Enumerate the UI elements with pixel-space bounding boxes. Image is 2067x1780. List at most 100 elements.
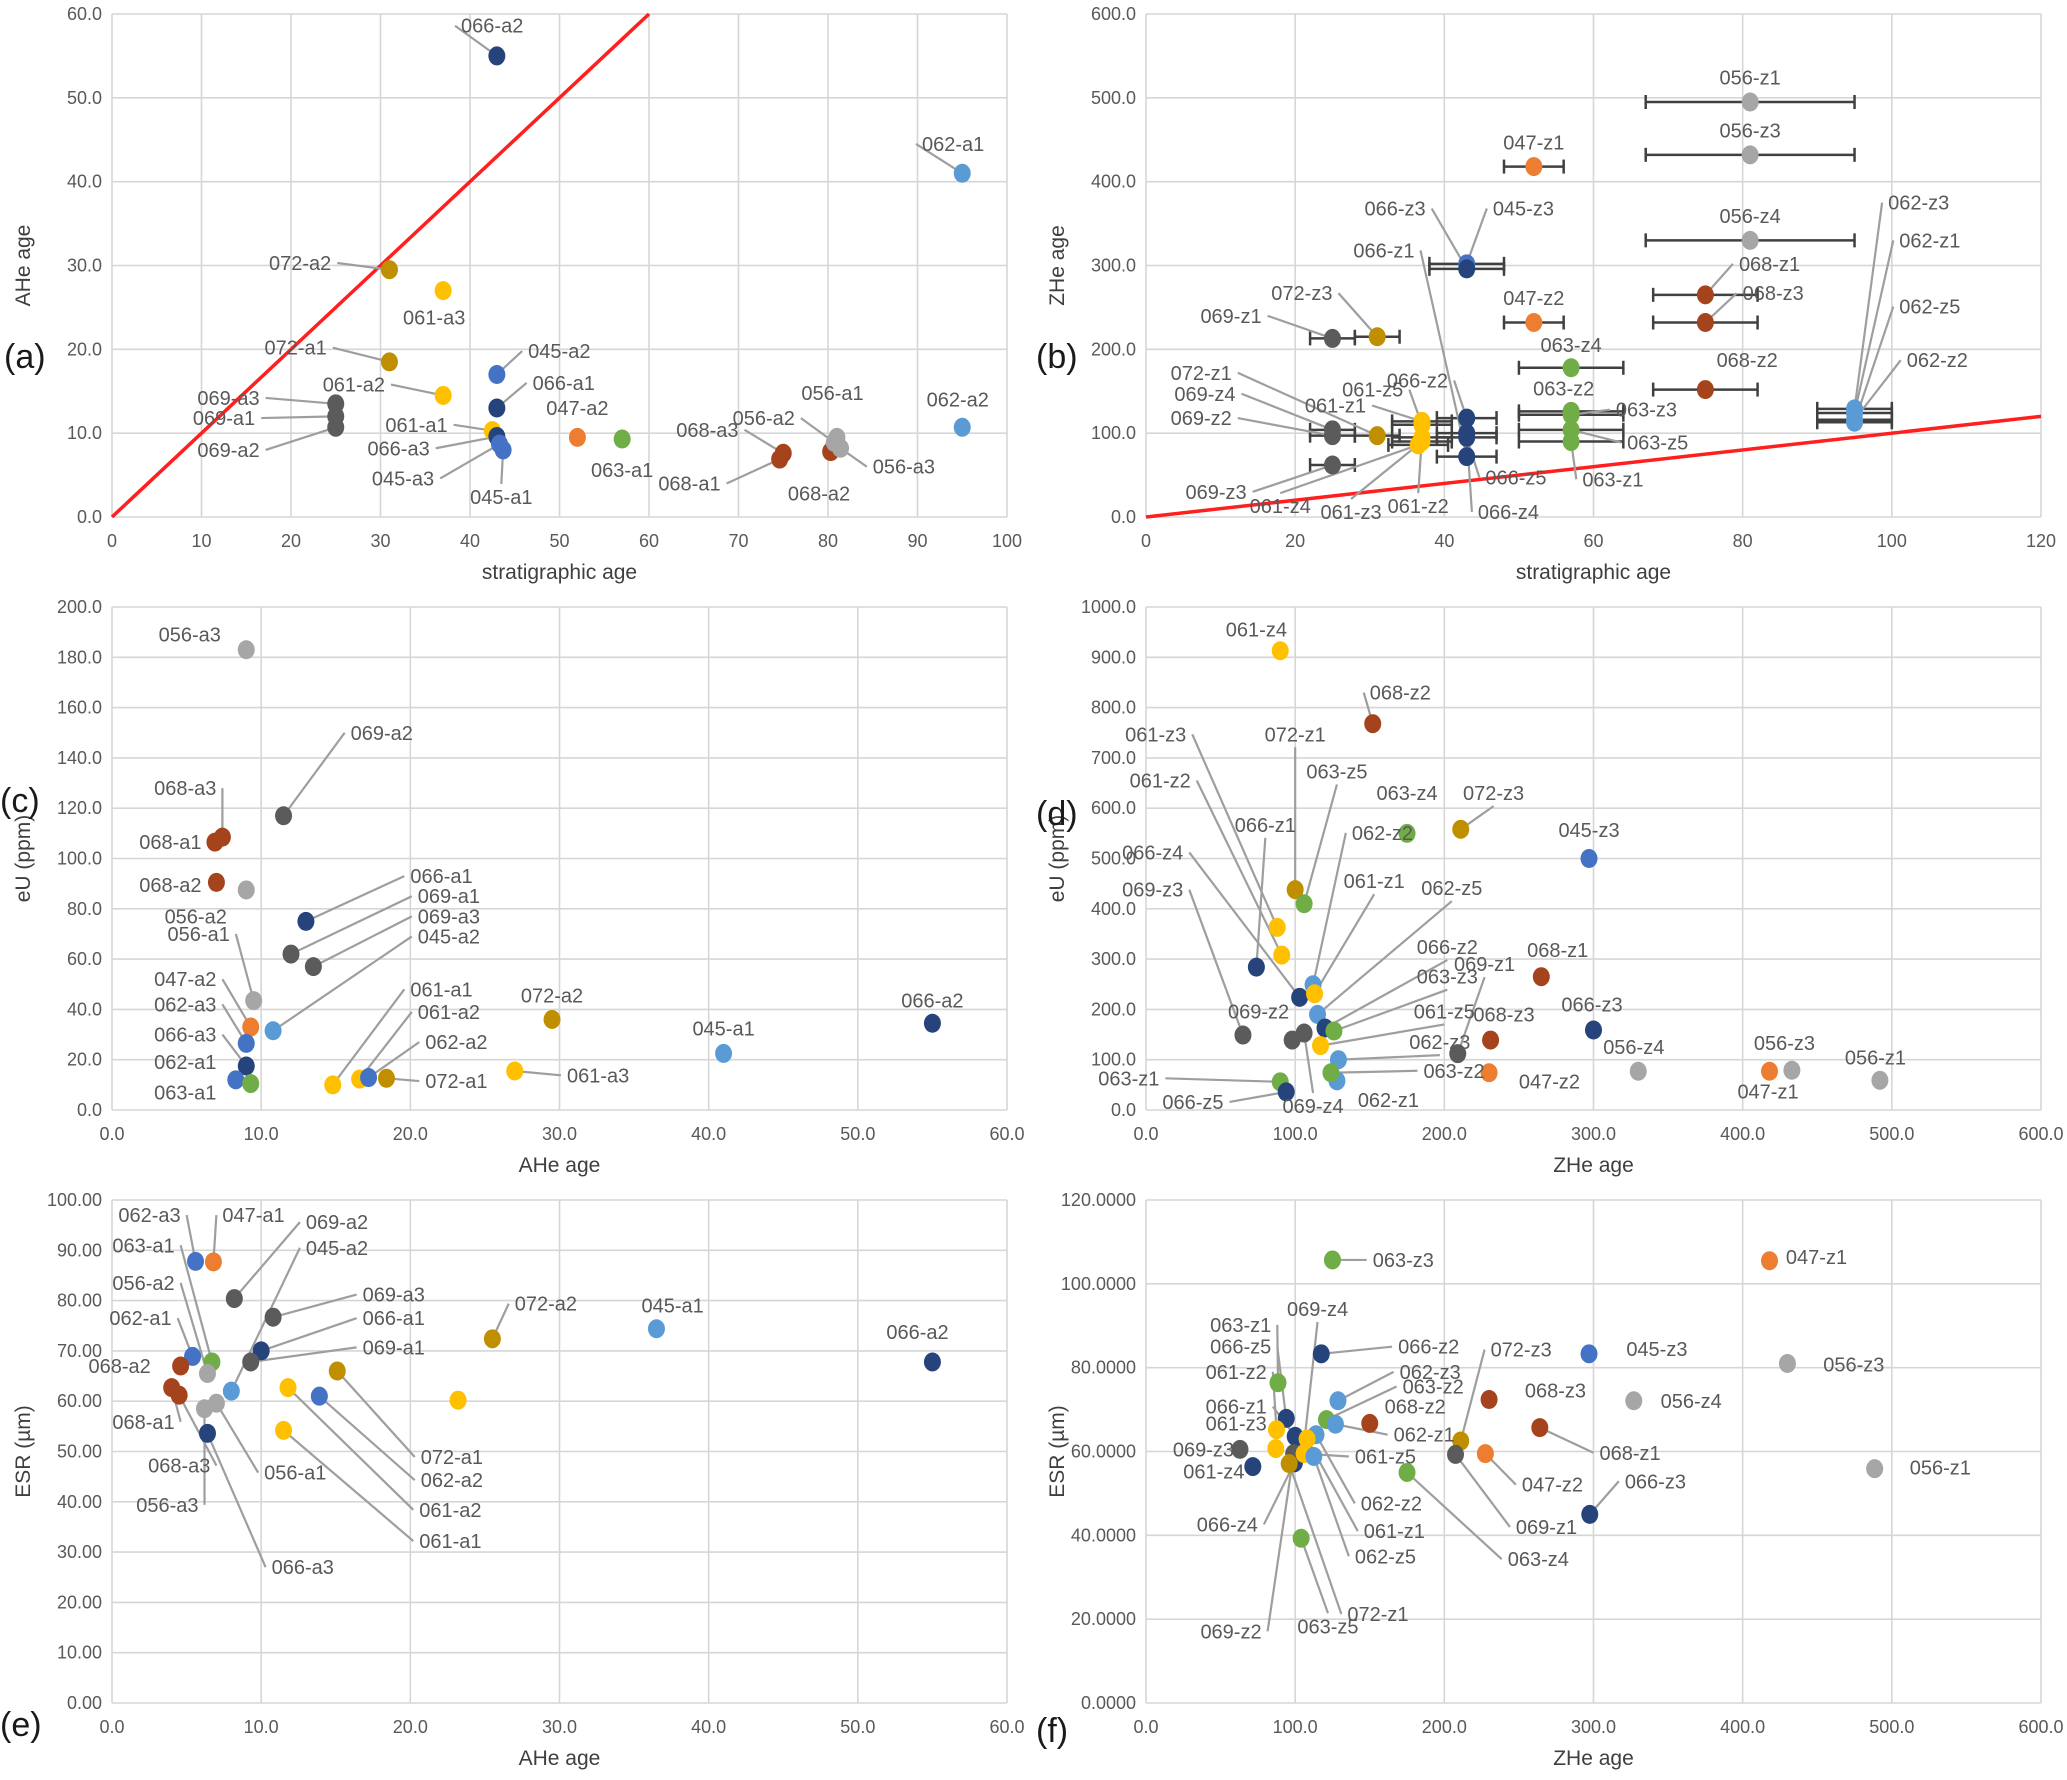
point-label: 056-a2 [165,906,227,928]
chart-svg: 0.0 100.0 200.0 300.0 400.0 500.0 600.0 0.0000 2… [1046,1190,2064,1770]
leader-line [312,915,413,968]
point-label: 072-z1 [1171,363,1232,385]
data-point [1741,230,1759,250]
point-label: 056-z1 [1910,1457,1971,1479]
leader-line [1419,250,1468,457]
data-point [1458,259,1476,279]
data-point [1761,1251,1779,1271]
data-point [1312,1344,1330,1364]
tick-label: 500.0 [1869,1717,1914,1737]
point-label: 056-z4 [1603,1037,1664,1059]
leader-line [1371,404,1423,423]
tick-label: 40.00 [57,1492,102,1512]
point-label: 062-a1 [154,1052,216,1074]
point-label: 062-z5 [1899,297,1960,319]
point-label: 045-a2 [306,1238,368,1260]
tick-label: 400.0 [1091,899,1136,919]
point-label: 068-z2 [1370,683,1431,705]
leader-line [265,426,337,451]
point-label: 056-z1 [1720,68,1781,90]
tick-label: 30.0 [542,1717,577,1737]
data-point [434,281,452,301]
data-point [1268,1420,1286,1440]
data-point [227,1070,245,1090]
point-label: 056-a3 [136,1495,198,1517]
tick-label: 10.0 [244,1124,279,1144]
point-label: 061-z4 [1226,620,1287,642]
data-point [449,1390,467,1410]
leader-line [1321,1345,1393,1355]
point-label: 066-a2 [461,16,523,38]
tick-label: 20.0000 [1071,1609,1136,1629]
point-label: 056-z3 [1754,1033,1815,1055]
point-label: 066-z4 [1478,502,1539,524]
leader-line [439,443,501,480]
data-point [1292,1528,1310,1548]
tick-label: 30.0 [542,1124,577,1144]
point-label: 061-z2 [1206,1362,1267,1384]
tick-label: 500.0 [1091,849,1136,869]
tick-label: 600.0 [2018,1717,2063,1737]
tick-label: 20.0 [393,1717,428,1737]
point-label: 069-a3 [197,388,259,410]
tick-label: 200.0 [57,597,102,617]
tick-label: 0.0 [1133,1124,1158,1144]
point-label: 072-z3 [1463,783,1524,805]
data-point [1309,1004,1327,1024]
data-point [1447,1444,1465,1464]
point-label: 062-z5 [1355,1546,1416,1568]
data-point [923,1352,941,1372]
point-label: 061-z1 [1364,1521,1425,1543]
point-label: 068-a1 [112,1412,174,1434]
point-label: 066-z5 [1162,1092,1223,1114]
tick-label: 50.0 [840,1124,875,1144]
point-label: 056-a1 [264,1463,326,1485]
point-label: 069-z3 [1122,880,1183,902]
tick-label: 50.0 [840,1717,875,1737]
data-point [198,1423,216,1443]
leader-line [215,1402,260,1474]
point-label: 061-a2 [323,375,385,397]
tick-label: 100 [992,531,1022,551]
tick-label: 0.0 [77,507,102,527]
tick-label: 40.0000 [1071,1525,1136,1545]
tick-label: 120.0000 [1061,1190,1136,1210]
leader-line [1312,1456,1350,1557]
tick-label: 300.0 [1571,1717,1616,1737]
leader-line [915,143,963,175]
point-label: 068-z1 [1599,1443,1660,1465]
data-point [1531,1418,1549,1438]
data-point [237,640,255,660]
tick-label: 120 [2026,531,2056,551]
leader-line [1465,208,1488,265]
leader-line [178,1394,218,1467]
leader-line [234,933,255,1001]
data-point [832,438,850,458]
point-label: 072-a2 [269,253,331,275]
y-axis-title: eU (ppm) [12,815,35,903]
leader-line [1456,976,1486,1055]
data-point [1323,426,1341,446]
point-label: 069-a2 [197,440,259,462]
data-point [297,911,315,931]
data-point [715,1043,733,1063]
leader-line [1570,428,1622,444]
leader-line [1337,292,1379,338]
leader-line [272,1293,357,1319]
data-point [1269,1373,1287,1393]
tick-label: 40 [1434,531,1454,551]
tick-label: 0.0 [1111,507,1136,527]
tick-label: 100.0 [1091,423,1136,443]
leader-line [1338,1053,1440,1061]
tick-label: 700.0 [1091,748,1136,768]
point-label: 066-z3 [1365,198,1426,220]
leader-line [1313,893,1376,995]
point-label: 061-a1 [410,979,472,1001]
leader-line [331,988,406,1086]
data-point [1778,1353,1796,1373]
point-label: 066-z2 [1417,937,1478,959]
data-point [1413,427,1431,447]
point-label: 056-z3 [1823,1355,1884,1377]
point-label: 062-z2 [1352,823,1413,845]
